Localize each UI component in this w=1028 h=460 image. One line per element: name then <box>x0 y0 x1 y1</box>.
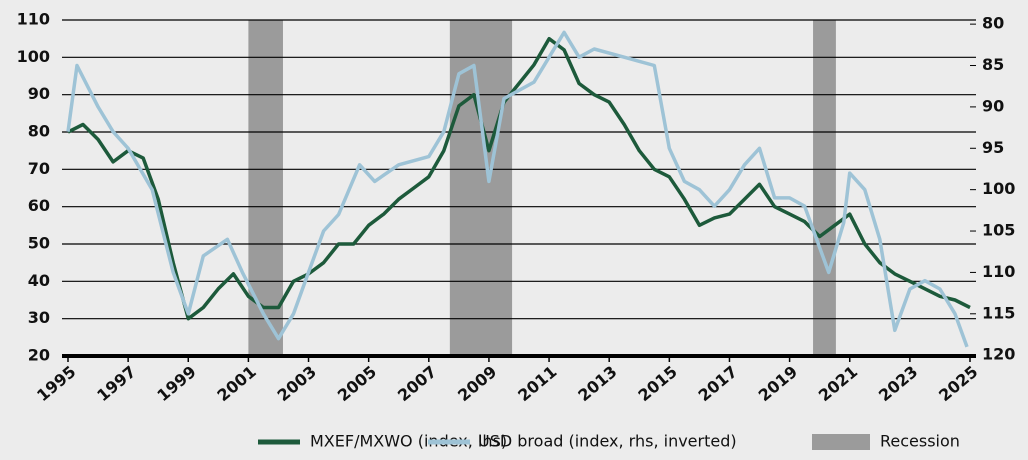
recession-band <box>449 20 513 356</box>
y2-tick-label: 90 <box>982 96 1004 115</box>
x-tick-label: 2001 <box>214 362 260 405</box>
y-tick-label: 100 <box>17 47 50 66</box>
y-tick-label: 30 <box>28 308 50 327</box>
x-tick-label: 1995 <box>33 362 79 405</box>
y2-tick-label: 120 <box>982 345 1015 364</box>
legend-label: USD broad (index, rhs, inverted) <box>478 432 737 451</box>
x-tick-label: 2009 <box>454 362 500 405</box>
y-tick-label: 80 <box>28 122 50 141</box>
legend-swatch <box>812 434 870 450</box>
y2-tick-label: 100 <box>982 179 1015 198</box>
y-tick-label: 20 <box>28 346 50 365</box>
legend-label: MXEF/MXWO (index, lhs) <box>310 432 507 451</box>
x-tick-label: 2013 <box>574 362 620 405</box>
y-tick-label: 110 <box>17 10 50 29</box>
x-tick-label: 2007 <box>394 362 440 405</box>
legend-label: Recession <box>880 432 960 451</box>
y2-tick-label: 115 <box>982 303 1015 322</box>
x-tick-label: 2003 <box>274 362 320 405</box>
x-tick-label: 2023 <box>875 362 921 405</box>
x-tick-label: 2005 <box>334 362 380 405</box>
x-tick-label: 2021 <box>815 362 861 405</box>
y-tick-label: 90 <box>28 84 50 103</box>
x-tick-label: 1999 <box>153 362 199 405</box>
x-tick-label: 1997 <box>93 362 139 405</box>
y-tick-label: 50 <box>28 234 50 253</box>
series-line <box>67 36 971 321</box>
y2-tick-label: 85 <box>982 55 1004 74</box>
series-line <box>66 30 969 348</box>
x-tick-label: 2015 <box>634 362 680 405</box>
y2-tick-label: 80 <box>982 14 1004 33</box>
y-tick-label: 60 <box>28 196 50 215</box>
x-tick-label: 2025 <box>935 362 981 405</box>
x-tick-label: 2011 <box>514 362 560 405</box>
recession-band <box>813 20 836 356</box>
y2-tick-label: 95 <box>982 138 1004 157</box>
y2-tick-label: 110 <box>982 262 1015 281</box>
x-tick-label: 2017 <box>695 362 741 405</box>
x-tick-label: 2019 <box>755 362 801 405</box>
y-tick-label: 40 <box>28 271 50 290</box>
y2-tick-label: 105 <box>982 221 1015 240</box>
y-tick-label: 70 <box>28 159 50 178</box>
